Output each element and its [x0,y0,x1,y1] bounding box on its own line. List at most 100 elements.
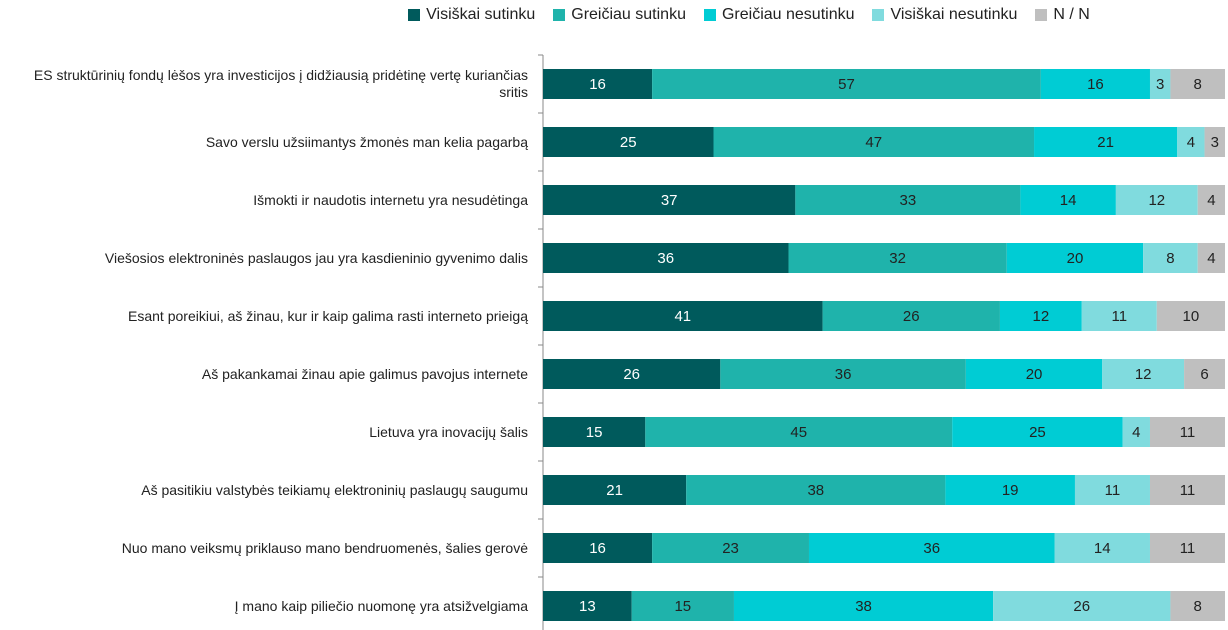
data-label: 12 [1148,192,1165,209]
data-label: 26 [623,366,640,383]
data-label: 21 [1097,134,1114,151]
bar-segment [1122,417,1150,447]
bar-segment [1149,533,1225,563]
bar-segment [1034,127,1178,157]
legend-swatch [872,9,885,21]
bar-segment [713,127,1035,157]
bar-segment [543,533,653,563]
data-label: 11 [1180,482,1196,499]
legend-label: Visiškai nesutinku [890,6,1018,23]
data-label: 41 [674,308,691,325]
bar-segment [1074,475,1150,505]
category-label: Į mano kaip piliečio nuomonę yra atsižve… [234,597,528,614]
bar-segment [1156,301,1225,331]
bar-segment [993,591,1171,621]
data-label: 37 [661,192,678,209]
bar-segment [543,185,796,215]
data-label: 16 [1087,76,1104,93]
legend-item: Visiškai nesutinku [872,6,1017,24]
data-label: 36 [923,540,940,557]
legend-item: Visiškai sutinku [408,6,535,24]
bar-segment [645,417,953,447]
data-label: 32 [889,250,906,267]
bar-segment [952,417,1123,447]
data-label: 8 [1194,598,1202,615]
data-label: 33 [900,192,917,209]
bar-segment [1149,475,1225,505]
data-label: 20 [1026,366,1043,383]
legend-item: Greičiau nesutinku [703,6,855,24]
legend-item: N / N [1035,6,1090,24]
category-label: ES struktūrinių fondų lėšos yra investic… [33,67,528,100]
bar-segment [1102,359,1185,389]
category-label: Esant poreikiui, aš žinau, kur ir kaip g… [128,307,528,324]
data-label: 47 [865,134,882,151]
bar-segment [1149,69,1171,99]
data-label: 8 [1194,76,1202,93]
data-label: 20 [1067,250,1084,267]
data-label: 16 [589,540,606,557]
bar-segment [1040,69,1150,99]
data-label: 11 [1180,424,1196,441]
data-label: 14 [1094,540,1111,557]
legend-item: Greičiau sutinku [553,6,686,24]
bar-segment [1020,185,1116,215]
data-label: 38 [855,598,872,615]
bar-segment [1197,243,1225,273]
category-label: Aš pasitikiu valstybės teikiamų elektron… [141,481,528,498]
data-label: 15 [674,598,691,615]
legend-label: Greičiau sutinku [571,6,686,23]
bar-segment [1170,591,1225,621]
bar-segment [652,533,809,563]
data-label: 8 [1166,250,1174,267]
data-label: 57 [838,76,855,93]
bar-segment [1177,127,1205,157]
data-label: 23 [722,540,739,557]
data-label: 10 [1183,308,1200,325]
bar-segment [1170,69,1225,99]
data-label: 3 [1156,76,1164,93]
legend-swatch [553,9,566,21]
data-label: 4 [1132,424,1140,441]
bar-segment [1197,185,1225,215]
data-label: 12 [1033,308,1050,325]
data-label: 26 [1073,598,1090,615]
bar-segment [945,475,1075,505]
data-label: 38 [807,482,824,499]
bar-segment [543,301,823,331]
bar-segment [1054,533,1150,563]
legend-label: Visiškai sutinku [426,6,536,23]
data-label: 11 [1112,308,1128,325]
bar-segment [631,591,734,621]
data-label: 45 [790,424,807,441]
legend-label: N / N [1053,6,1090,23]
data-label: 15 [586,424,603,441]
bar-segment [543,359,721,389]
bar-segment [543,591,632,621]
bar-segment [1184,359,1225,389]
data-label: 36 [835,366,852,383]
category-label: Išmokti ir naudotis internetu yra nesudė… [253,191,528,208]
data-label: 4 [1207,250,1215,267]
category-label: Aš pakankamai žinau apie galimus pavojus… [201,365,528,382]
bar-segment [686,475,946,505]
bar-segment [543,69,653,99]
data-label: 11 [1105,482,1121,499]
legend-label: Greičiau nesutinku [721,6,855,23]
data-label: 4 [1207,192,1215,209]
data-label: 11 [1180,540,1196,557]
data-label: 36 [657,250,674,267]
bar-segment [822,301,1000,331]
legend-swatch [408,9,421,21]
data-label: 12 [1135,366,1152,383]
category-label: Savo verslu užsiimantys žmonės man kelia… [205,133,528,150]
bar-segment [795,185,1021,215]
bar-segment [965,359,1103,389]
bar-segment [733,591,994,621]
bar-segment [543,127,714,157]
data-label: 21 [606,482,623,499]
data-label: 14 [1060,192,1077,209]
legend-swatch [1035,9,1048,21]
